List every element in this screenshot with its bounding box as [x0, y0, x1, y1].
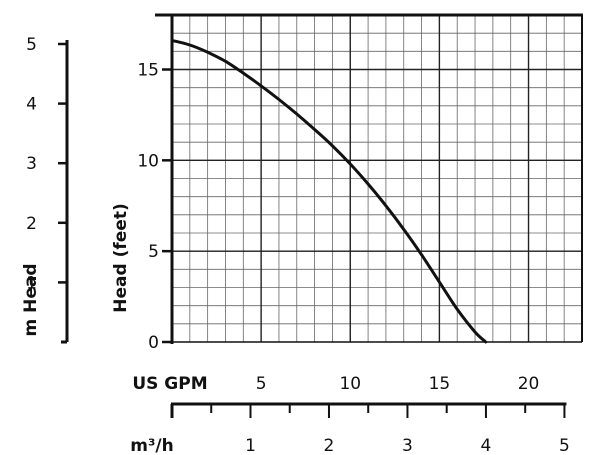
- axes: 0 5 10 15 5 10 15 20 1 2 3 4 5 1 2 3 4 5: [26, 35, 570, 455]
- pump-performance-curve: [170, 38, 488, 344]
- y-axis-title: Head (feet): [111, 203, 131, 312]
- x-tick-label: 5: [256, 374, 267, 394]
- x-tick-label: 20: [518, 374, 540, 394]
- x-tick-label: 15: [429, 374, 451, 394]
- y-tick-label: 15: [137, 61, 159, 81]
- x-tick-label: 10: [339, 374, 361, 394]
- secondary-y-tick-label: 5: [26, 35, 37, 55]
- secondary-x-tick-label: 1: [245, 436, 256, 455]
- secondary-y-axis-title: m Head: [21, 263, 41, 336]
- curve-layer: [170, 38, 488, 344]
- secondary-x-tick-label: 5: [559, 436, 570, 455]
- y-tick-label: 0: [148, 333, 159, 353]
- secondary-x-axis-title: m³/h: [130, 436, 173, 455]
- grid: [172, 15, 582, 342]
- y-tick-label: 5: [148, 242, 159, 262]
- secondary-y-tick-label: 1: [26, 273, 37, 293]
- secondary-y-tick-label: 3: [26, 154, 37, 174]
- secondary-x-tick-label: 4: [481, 436, 492, 455]
- secondary-y-tick-label: 2: [26, 214, 37, 234]
- y-tick-label: 10: [137, 151, 159, 171]
- secondary-x-tick-label: 2: [324, 436, 335, 455]
- secondary-y-tick-label: 4: [26, 95, 37, 115]
- x-axis-title: US GPM: [132, 374, 207, 394]
- plot-frame: [155, 13, 583, 344]
- secondary-x-tick-label: 3: [402, 436, 413, 455]
